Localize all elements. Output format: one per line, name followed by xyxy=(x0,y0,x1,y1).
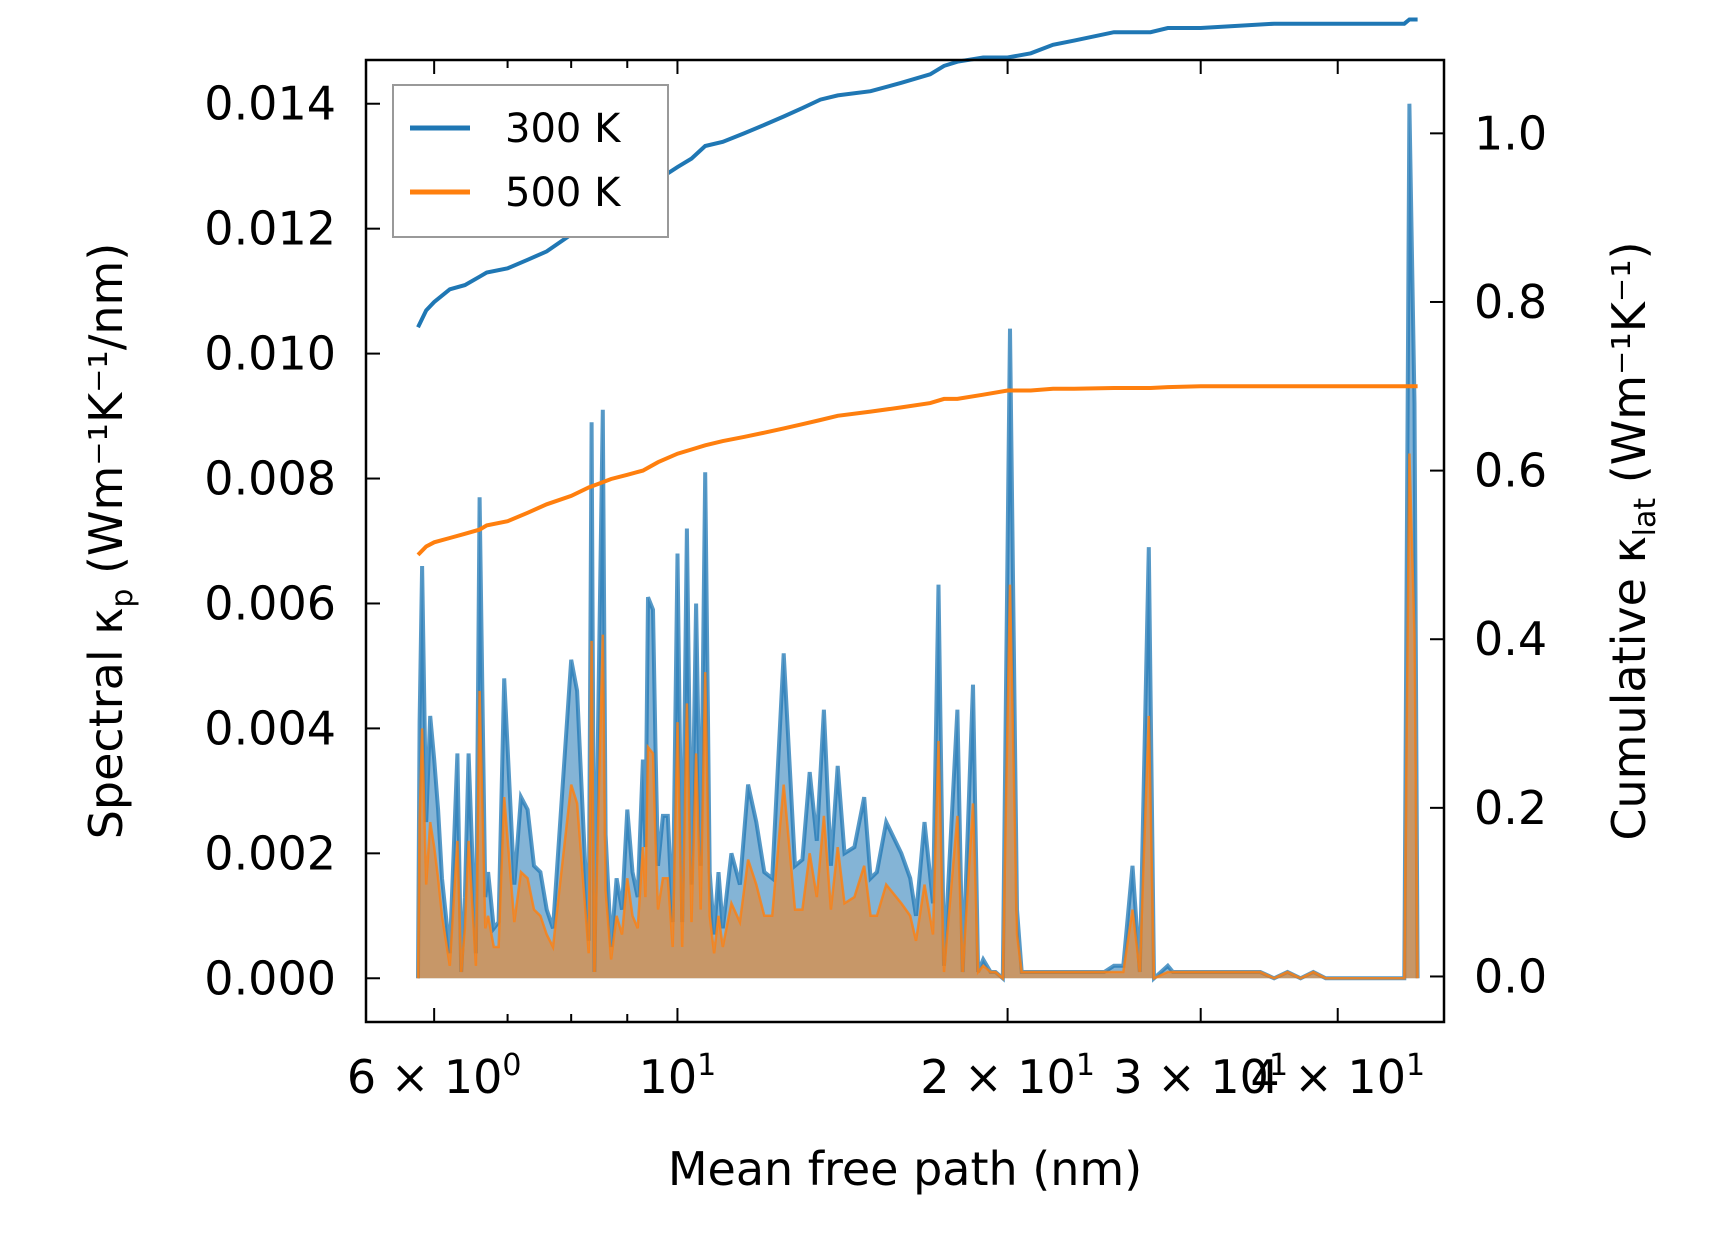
left-y-tick-label: 0.002 xyxy=(204,826,336,880)
legend-box xyxy=(392,84,669,238)
legend: 300 K 500 K xyxy=(392,84,669,238)
axes-frame xyxy=(364,58,1446,1024)
spectral-line-500k xyxy=(416,453,1419,981)
left-y-tick-label: 0.010 xyxy=(204,327,336,381)
right-y-axis-ticks: 0.0 0.2 0.4 0.6 0.8 1.0 xyxy=(1430,106,1547,1003)
legend-label-300k: 300 K xyxy=(505,106,622,152)
right-axis-title: Cumulative κlat (Wm⁻¹K⁻¹) xyxy=(1602,241,1663,840)
x-tick-label: 101 xyxy=(639,1048,717,1104)
x-tick-label: 3 × 101 xyxy=(1113,1048,1288,1104)
left-y-tick-label: 0.004 xyxy=(204,701,336,755)
left-y-tick-label: 0.014 xyxy=(204,77,336,131)
legend-label-500k: 500 K xyxy=(505,170,622,216)
right-y-tick-label: 0.0 xyxy=(1474,949,1547,1003)
left-y-tick-label: 0.008 xyxy=(204,452,336,506)
right-y-tick-label: 0.8 xyxy=(1474,275,1547,329)
left-y-tick-label: 0.000 xyxy=(204,951,336,1005)
left-axis-title: Spectral κp (Wm⁻¹K⁻¹/nm) xyxy=(79,243,140,840)
right-y-tick-label: 0.6 xyxy=(1474,444,1547,498)
x-tick-label: 2 × 101 xyxy=(920,1048,1095,1104)
x-tick-label: 4 × 101 xyxy=(1250,1048,1425,1104)
spectral-area-500k xyxy=(418,453,1418,979)
spectral-fills xyxy=(416,103,1420,983)
right-y-tick-label: 0.2 xyxy=(1474,781,1547,835)
left-y-axis-ticks: 0.000 0.002 0.004 0.006 0.008 0.010 0.012 0.014 xyxy=(204,77,380,1005)
left-y-tick-label: 0.012 xyxy=(204,202,336,256)
cumulative-line-300k xyxy=(416,17,1418,329)
left-y-tick-label: 0.006 xyxy=(204,576,336,630)
right-y-tick-label: 1.0 xyxy=(1474,106,1547,160)
x-tick-label: 6 × 100 xyxy=(347,1048,522,1104)
right-y-tick-label: 0.4 xyxy=(1474,612,1547,666)
x-axis-title: Mean free path (nm) xyxy=(668,1142,1142,1196)
series-lines xyxy=(416,17,1418,557)
cumulative-line-500k xyxy=(416,384,1418,557)
